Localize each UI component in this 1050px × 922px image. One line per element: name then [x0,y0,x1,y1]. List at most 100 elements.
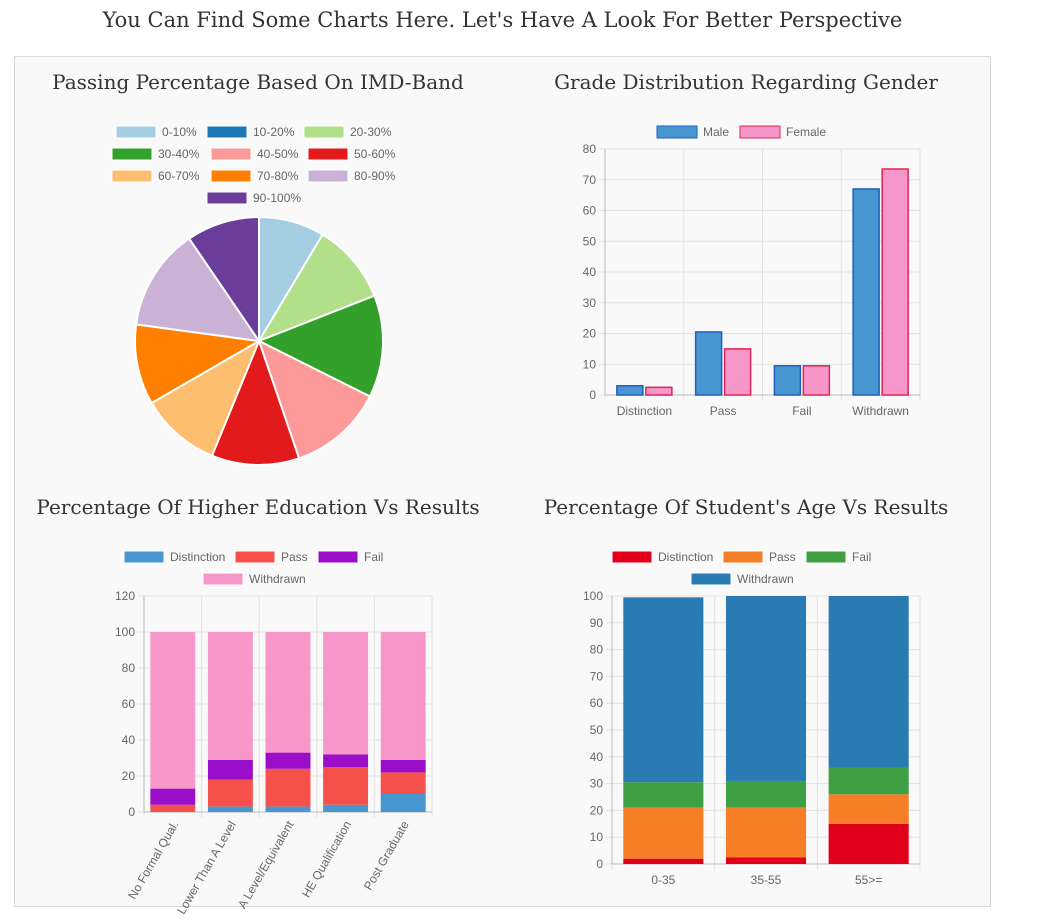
age-legend-swatch-fail [805,550,847,564]
imd-legend-swatch-60-70 [111,169,153,183]
imd-legend-swatch-0-10 [115,125,157,139]
age-bar-35-55-distinction [725,857,807,864]
gender-xtick-label: Withdrawn [852,404,909,418]
imd-chart-title: Passing Percentage Based On IMD-Band [52,70,464,94]
imd-legend-label-30-40: 30-40% [158,147,200,161]
imd-legend-swatch-30-40 [111,147,153,161]
education-bar-a-level-equivalent-fail [265,752,311,769]
education-bar-a-level-equivalent-pass [265,768,311,807]
imd-legend-swatch-70-80 [210,169,252,183]
age-legend-swatch-distinction [611,550,653,564]
education-chart-title: Percentage Of Higher Education Vs Result… [36,495,480,519]
imd-legend-label-20-30: 20-30% [350,125,392,139]
education-legend-swatch-distinction [123,550,165,564]
imd-legend-swatch-80-90 [307,169,349,183]
age-legend-label-withdrawn: Withdrawn [737,572,794,586]
education-bar-post-graduate-fail [380,759,426,773]
education-legend-label-fail: Fail [364,550,383,564]
age-legend-label-distinction: Distinction [658,550,713,564]
gender-legend-label-female: Female [786,125,826,139]
age-legend-label-fail: Fail [852,550,871,564]
age-bar-55-pass [828,794,909,824]
gender-bar-fail-female [802,365,831,396]
gender-bar-fail-male [773,365,802,396]
education-bar-he-qualification-distinction [323,804,369,812]
age-ytick-label: 50 [590,723,604,737]
gender-legend-swatch-female [739,125,781,139]
education-bar-he-qualification-pass [323,767,369,805]
pie-slice-20-30 [256,233,376,344]
gender-ytick-label: 50 [583,234,597,248]
gender-ytick-label: 60 [583,204,597,218]
gender-ytick-label: 20 [583,327,597,341]
pie-slice-70-80 [134,323,263,405]
page-title: You Can Find Some Charts Here. Let's Hav… [102,8,903,32]
imd-legend-swatch-90-100 [206,191,248,205]
imd-legend-label-10-20: 10-20% [253,125,295,139]
gender-bar-distinction-female [645,386,673,396]
education-legend-swatch-pass [234,550,276,564]
education-bar-he-qualification-fail [323,754,369,767]
education-bar-a-level-equivalent-distinction [265,806,311,812]
education-bar-he-qualification-withdrawn [323,632,369,755]
education-ytick-label: 80 [122,661,136,675]
education-bar-post-graduate-withdrawn [380,632,426,760]
gender-bar-withdrawn-male [852,188,880,396]
gender-bar-pass-male [694,331,723,396]
pie-slice-80-90 [134,237,262,343]
imd-legend-label-90-100: 90-100% [253,191,301,205]
imd-legend-swatch-20-30 [303,125,345,139]
age-legend-label-pass: Pass [769,550,796,564]
imd-legend-label-80-90: 80-90% [354,169,396,183]
education-bar-lower-than-a-level-withdrawn [207,632,253,760]
gender-xtick-label: Pass [710,404,737,418]
imd-legend-label-0-10: 0-10% [162,125,197,139]
gender-chart-title: Grade Distribution Regarding Gender [554,70,938,94]
age-legend-swatch-withdrawn [690,572,732,586]
age-bar-55-withdrawn [828,596,909,768]
pie-slice-40-50 [257,339,372,460]
education-legend-label-distinction: Distinction [170,550,225,564]
age-ytick-label: 40 [590,750,604,764]
imd-legend-swatch-50-60 [307,147,349,161]
education-ytick-label: 0 [128,805,135,819]
age-ytick-label: 100 [583,589,603,603]
age-bar-0-35-distinction [623,858,704,864]
gender-bar-pass-female [723,348,752,396]
education-ytick-label: 20 [122,769,136,783]
age-bar-0-35-withdrawn [623,597,704,783]
education-bar-lower-than-a-level-distinction [207,806,253,812]
age-bar-35-55-fail [725,780,807,808]
education-legend-label-withdrawn: Withdrawn [249,572,306,586]
pie-slice-90-100 [187,215,260,345]
education-bar-lower-than-a-level-pass [207,779,253,807]
education-legend-swatch-fail [317,550,359,564]
education-legend-swatch-withdrawn [202,572,244,586]
imd-legend-swatch-10-20 [206,125,248,139]
age-bar-0-35-pass [623,807,704,859]
age-ytick-label: 60 [590,696,604,710]
gender-bar-withdrawn-female [881,168,909,396]
pie-slice-60-70 [150,338,262,458]
education-ytick-label: 60 [122,697,136,711]
imd-legend-label-60-70: 60-70% [158,169,200,183]
gender-legend-label-male: Male [703,125,729,139]
age-legend-swatch-pass [722,550,764,564]
age-bar-55-distinction [828,823,909,864]
education-ytick-label: 120 [115,589,135,603]
pie-slice-50-60 [210,338,301,466]
education-bar-a-level-equivalent-withdrawn [265,632,311,753]
gender-bar-distinction-male [616,385,644,396]
age-ytick-label: 90 [590,616,604,630]
age-bar-35-55-pass [725,807,807,858]
education-bar-no-formal-qual-pass [150,804,196,812]
imd-legend-swatch-40-50 [210,147,252,161]
education-ytick-label: 100 [115,625,135,639]
education-bar-no-formal-qual-fail [150,788,196,805]
gender-ytick-label: 30 [583,296,597,310]
gender-ytick-label: 70 [583,173,597,187]
gender-ytick-label: 0 [589,388,596,402]
